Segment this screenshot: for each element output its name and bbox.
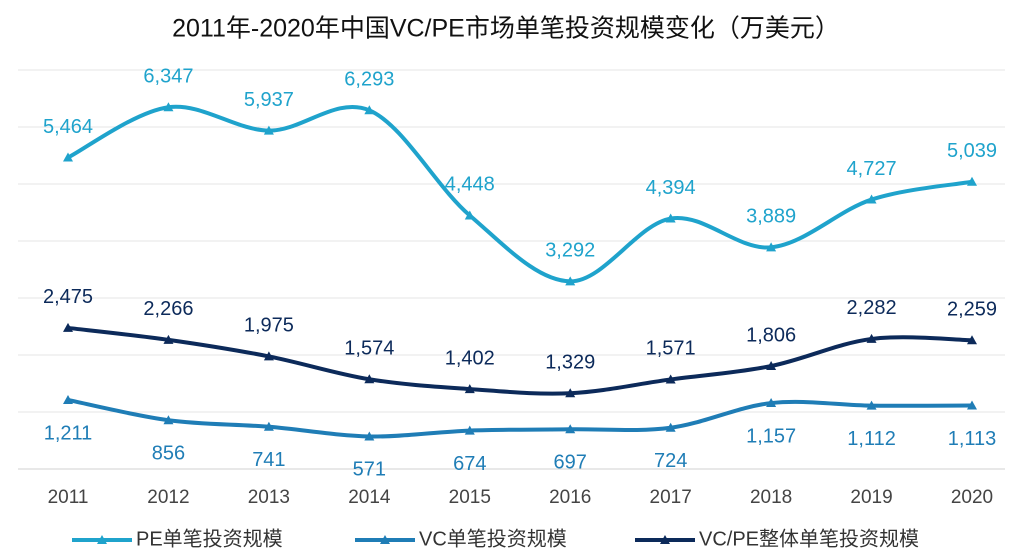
data-label: 856 [152, 442, 185, 464]
point-marker [464, 384, 475, 394]
legend-marker [660, 535, 670, 544]
legend-label: VC单笔投资规模 [419, 527, 567, 550]
point-marker [766, 361, 777, 371]
data-label: 571 [353, 459, 386, 481]
legend-marker [380, 535, 390, 544]
point-marker [263, 351, 274, 361]
series-line [67, 325, 973, 396]
data-label: 2,475 [43, 286, 93, 308]
data-label: 4,727 [847, 158, 897, 180]
point-marker [63, 394, 73, 404]
data-label: 2,282 [847, 297, 897, 319]
point-marker [565, 276, 576, 286]
point-marker [464, 210, 475, 220]
data-label: 674 [453, 453, 486, 475]
point-marker [866, 194, 877, 204]
point-marker [665, 213, 676, 223]
data-label: 3,292 [545, 240, 595, 262]
point-marker [464, 425, 475, 435]
data-label: 5,937 [244, 89, 294, 111]
data-label: 1,112 [847, 428, 896, 450]
point-marker [63, 322, 73, 332]
point-marker [665, 422, 676, 432]
point-marker [766, 242, 777, 252]
point-marker [364, 374, 375, 384]
series-line [67, 398, 973, 439]
x-tick-label: 2017 [650, 487, 692, 508]
series-line [67, 104, 973, 284]
point-marker [163, 415, 174, 425]
data-label: 1,113 [948, 428, 997, 450]
legend-label: PE单笔投资规模 [136, 527, 283, 550]
x-tick-label: 2018 [750, 487, 792, 508]
data-label: 1,574 [344, 338, 394, 360]
point-marker [565, 388, 576, 398]
point-marker [63, 152, 73, 162]
point-marker [364, 431, 375, 441]
data-label: 1,329 [545, 352, 595, 374]
x-tick-label: 2020 [951, 487, 993, 508]
point-marker [967, 335, 977, 345]
legend-label: VC/PE整体单笔投资规模 [699, 527, 919, 550]
point-marker [565, 424, 576, 434]
data-label: 2,266 [143, 298, 193, 320]
data-label: 1,975 [244, 315, 294, 337]
data-label: 1,571 [646, 338, 696, 360]
data-label: 741 [252, 449, 285, 471]
point-marker [263, 421, 274, 431]
x-tick-label: 2013 [248, 487, 290, 508]
point-marker [967, 400, 977, 410]
data-label: 724 [654, 450, 687, 472]
data-label: 3,889 [746, 206, 796, 228]
x-tick-label: 2011 [48, 487, 89, 508]
x-tick-label: 2016 [549, 487, 591, 508]
x-tick-label: 2015 [449, 487, 491, 508]
x-tick-label: 2019 [850, 487, 892, 508]
x-tick-label: 2014 [348, 487, 391, 508]
point-marker [163, 102, 174, 112]
data-label: 1,211 [44, 422, 93, 444]
point-marker [263, 125, 274, 135]
data-label: 4,448 [445, 174, 495, 196]
chart-title: 2011年-2020年中国VC/PE市场单笔投资规模变化（万美元） [172, 15, 840, 43]
data-label: 5,039 [947, 140, 997, 162]
data-label: 4,394 [646, 177, 696, 199]
data-label: 697 [554, 452, 587, 474]
data-label: 1,402 [445, 347, 495, 369]
point-marker [967, 176, 977, 186]
point-marker [866, 333, 877, 343]
point-marker [766, 398, 777, 408]
data-label: 6,293 [344, 69, 394, 91]
data-label: 1,806 [746, 324, 796, 346]
data-label: 1,157 [746, 425, 796, 447]
point-marker [364, 105, 375, 115]
x-tick-label: 2012 [147, 487, 189, 508]
point-marker [866, 400, 877, 410]
point-marker [665, 374, 676, 384]
legend-marker [97, 535, 107, 544]
point-marker [163, 334, 174, 344]
data-label: 5,464 [43, 116, 93, 138]
data-label: 2,259 [947, 299, 997, 321]
data-label: 6,347 [143, 66, 193, 88]
